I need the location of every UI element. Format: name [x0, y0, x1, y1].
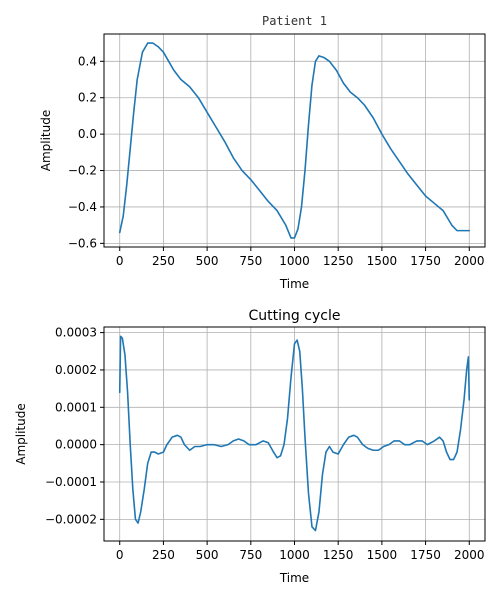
x-tick-label: 1250: [323, 548, 354, 562]
y-tick-label: 0.0003: [55, 326, 97, 340]
y-tick-label: 0.0000: [55, 438, 97, 452]
x-tick-label: 750: [239, 548, 262, 562]
y-tick-label: −0.0001: [45, 475, 97, 489]
patient-chart: 0 250 500 750 1000 1250 1500 1750 2000 −0.6 −0.4 −0…: [39, 14, 486, 291]
chart-title: Patient 1: [262, 14, 327, 28]
chart-title: Cutting cycle: [249, 308, 341, 324]
x-tick-label: 0: [116, 254, 124, 268]
x-tick-label: 1750: [410, 548, 441, 562]
x-tick-label: 1500: [367, 548, 398, 562]
x-tick-label: 2000: [454, 548, 485, 562]
x-tick-label: 1000: [279, 548, 310, 562]
y-tick-label: −0.6: [68, 236, 97, 250]
cutting-cycle-chart: 0 250 500 750 1000 1250 1500 1750 2000 −0.0002 −0.…: [14, 308, 486, 585]
x-tick-label: 1000: [279, 254, 310, 268]
series-line: [118, 42, 471, 239]
y-tick-label: −0.2: [68, 164, 97, 178]
y-tick-label: 0.0001: [55, 400, 97, 414]
x-tick-label: 2000: [454, 254, 485, 268]
x-axis-label: Time: [279, 571, 309, 585]
y-tick-label: 0.2: [78, 91, 97, 105]
y-tick-label: 0.0: [78, 127, 97, 141]
x-tick-label: 1750: [410, 254, 441, 268]
x-tick-label: 1250: [323, 254, 354, 268]
x-tick-label: 1500: [367, 254, 398, 268]
x-tick-label: 0: [116, 548, 124, 562]
y-tick-label: −0.0002: [45, 512, 97, 526]
y-tick-label: −0.4: [68, 200, 97, 214]
x-tick-label: 500: [196, 254, 219, 268]
x-tick-label: 500: [196, 548, 219, 562]
y-tick-label: 0.0002: [55, 363, 97, 377]
y-axis-label: Amplitude: [39, 110, 53, 172]
x-tick-label: 250: [152, 548, 175, 562]
y-tick-label: 0.4: [78, 54, 97, 68]
y-axis-label: Amplitude: [14, 403, 28, 465]
x-axis-label: Time: [279, 277, 309, 291]
series-line: [118, 335, 471, 532]
x-tick-label: 750: [239, 254, 262, 268]
x-tick-label: 250: [152, 254, 175, 268]
